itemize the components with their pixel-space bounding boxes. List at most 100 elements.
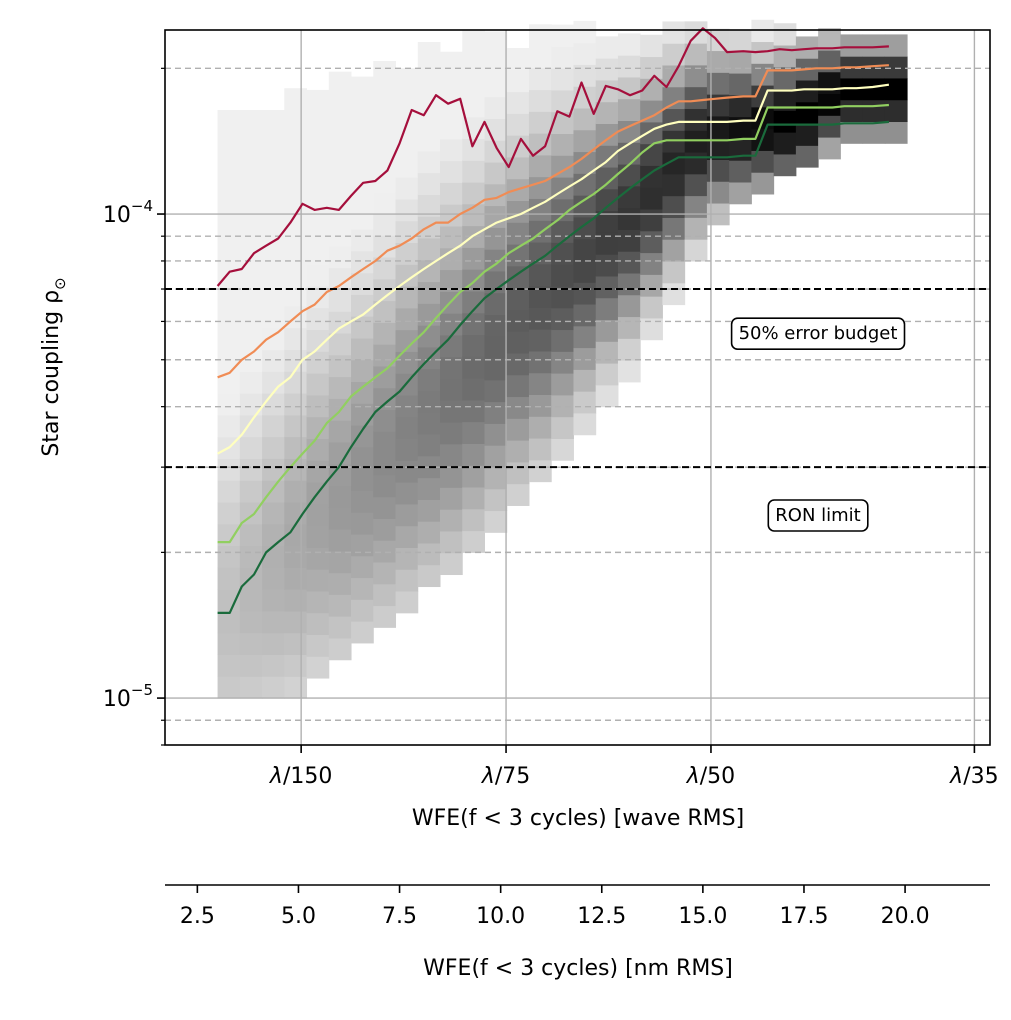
heatmap-cell bbox=[328, 485, 352, 508]
heatmap-cell bbox=[484, 510, 508, 533]
heatmap-cell bbox=[284, 153, 308, 176]
x-axis-label-nm: WFE(f < 3 cycles) [nm RMS] bbox=[423, 956, 733, 981]
heatmap-cell bbox=[440, 73, 463, 96]
heatmap-cell bbox=[551, 394, 574, 418]
heatmap-cell bbox=[262, 523, 285, 547]
heatmap-cell bbox=[440, 117, 463, 140]
heatmap-cell bbox=[328, 507, 352, 530]
y-tick-label-base: 10 bbox=[103, 687, 131, 712]
heatmap-cell bbox=[328, 637, 352, 661]
heatmap-cell bbox=[440, 400, 463, 423]
heatmap-cell bbox=[573, 216, 597, 240]
heatmap-cell bbox=[328, 289, 352, 312]
heatmap-cell bbox=[684, 173, 708, 197]
heatmap-cell bbox=[462, 29, 485, 52]
heatmap-cell bbox=[462, 530, 485, 553]
heatmap-cell bbox=[351, 185, 374, 208]
series-line-1 bbox=[216, 27, 889, 287]
heatmap-cell bbox=[617, 251, 641, 274]
heatmap-cell bbox=[595, 101, 619, 124]
heatmap-cell bbox=[306, 547, 330, 570]
axes: 10−410−5λ/150 λ/75 λ/50 λ/352.5 5.0 7.5 10.0 12… bbox=[103, 29, 999, 929]
heatmap-cell bbox=[217, 414, 241, 438]
heatmap-cell bbox=[595, 123, 619, 146]
heatmap-cell bbox=[328, 594, 352, 617]
heatmap-cell bbox=[328, 311, 352, 334]
heatmap-cell bbox=[417, 281, 441, 304]
heatmap-cell bbox=[884, 77, 908, 101]
heatmap-cell bbox=[462, 312, 485, 336]
heatmap-cell bbox=[773, 132, 797, 155]
heatmap-cell bbox=[328, 572, 352, 595]
heatmap-cell bbox=[262, 545, 285, 568]
heatmap-cell bbox=[684, 21, 708, 44]
heatmap-cell bbox=[528, 111, 552, 134]
heatmap-cell bbox=[239, 131, 263, 155]
heatmap-cell bbox=[751, 150, 775, 173]
heatmap-cell bbox=[395, 482, 419, 505]
x-wave-tick-label-denominator: /35 bbox=[963, 764, 998, 789]
heatmap-cell bbox=[373, 191, 397, 214]
heatmap-cell bbox=[328, 93, 352, 116]
heatmap-cell bbox=[395, 416, 419, 440]
heatmap-cell bbox=[818, 71, 841, 95]
heatmap-cell bbox=[306, 351, 330, 374]
heatmap-cell bbox=[351, 250, 374, 274]
reference-label-box bbox=[767, 499, 869, 532]
heatmap-cell bbox=[706, 137, 730, 160]
heatmap-cell bbox=[440, 487, 463, 510]
heatmap-cell bbox=[573, 129, 597, 153]
heatmap-cell bbox=[662, 282, 686, 306]
heatmap-cell bbox=[284, 371, 308, 394]
heatmap-cell bbox=[417, 477, 441, 500]
heatmap-cell bbox=[640, 209, 663, 232]
series-line-2 bbox=[217, 64, 889, 379]
heatmap-cell bbox=[462, 160, 485, 183]
heatmap-cell bbox=[239, 393, 263, 416]
heatmap-cell bbox=[595, 145, 619, 168]
y-tick-label: 10−5 bbox=[103, 681, 153, 712]
heatmap-cell bbox=[373, 540, 397, 563]
heatmap-cell bbox=[662, 173, 686, 197]
heatmap-cell bbox=[351, 534, 374, 557]
heatmap-cell bbox=[217, 197, 241, 220]
heatmap-cell bbox=[395, 329, 419, 352]
heatmap-cell bbox=[551, 24, 574, 47]
heatmap-cell bbox=[306, 264, 330, 287]
heatmap-cell bbox=[706, 159, 730, 182]
heatmap-cell bbox=[462, 356, 485, 379]
heatmap-cell bbox=[484, 270, 508, 294]
heatmap-cell bbox=[284, 414, 308, 438]
heatmap-cell bbox=[351, 359, 374, 383]
heatmap-cell bbox=[462, 399, 485, 423]
x-wave-tick-label-lambda: λ bbox=[269, 764, 283, 789]
x-wave-tick-label: λ/150 bbox=[269, 764, 332, 789]
heatmap-cell bbox=[617, 207, 641, 230]
heatmap-cell bbox=[284, 632, 308, 656]
heatmap-cell bbox=[484, 96, 508, 119]
heatmap-cell bbox=[706, 50, 730, 73]
heatmap-cell bbox=[395, 177, 419, 200]
heatmap-cell bbox=[395, 155, 419, 178]
heatmap-cell bbox=[528, 350, 552, 374]
heatmap-cell bbox=[328, 441, 352, 465]
x-wave-tick-label-lambda: λ bbox=[686, 764, 700, 789]
heatmap-cell bbox=[395, 242, 419, 265]
heatmap-cell bbox=[328, 333, 352, 356]
heatmap-cell bbox=[417, 434, 441, 457]
heatmap-cell bbox=[528, 285, 552, 308]
heatmap-cell bbox=[351, 425, 374, 448]
heatmap-cell bbox=[262, 131, 285, 155]
heatmap-cell bbox=[328, 550, 352, 574]
heatmap-cell bbox=[818, 115, 841, 138]
heatmap-cell bbox=[262, 306, 285, 329]
heatmap-cell bbox=[262, 567, 285, 590]
heatmap-cell bbox=[239, 610, 263, 634]
reference-label: RON limit bbox=[775, 505, 860, 526]
y-tick-label-base: 10 bbox=[103, 203, 131, 228]
heatmap-cell bbox=[351, 76, 374, 99]
heatmap-cell bbox=[884, 34, 908, 57]
x-wave-tick-label: λ/50 bbox=[686, 764, 735, 789]
heatmap-cell bbox=[506, 396, 530, 419]
heatmap-cell bbox=[684, 239, 708, 262]
